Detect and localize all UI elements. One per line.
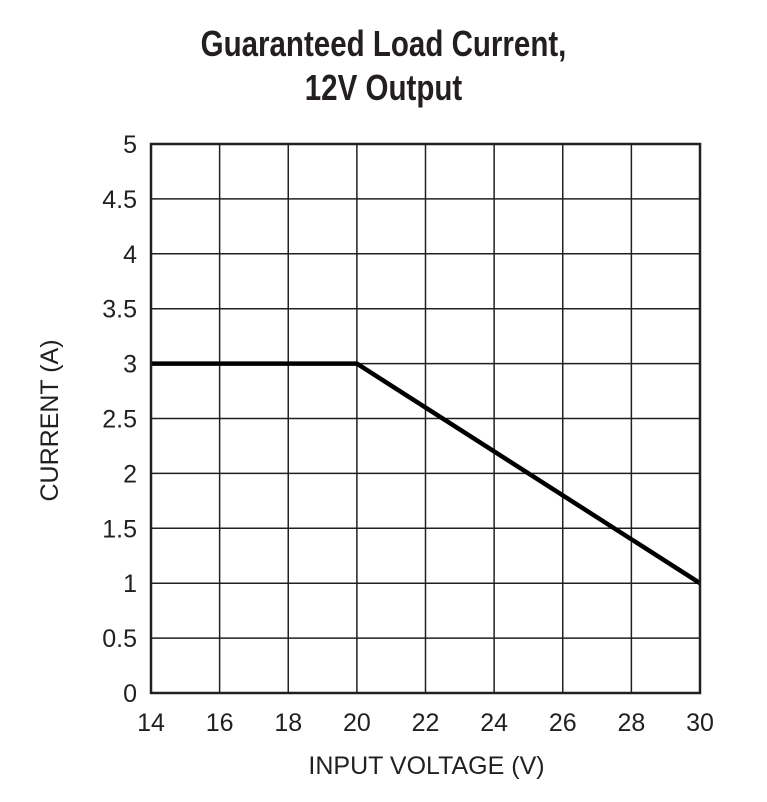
y-tick-labels: 0 0.5 1 1.5 2 2.5 3 3.5 4 4.5 5	[102, 131, 137, 708]
y-tick-label-4: 2	[123, 460, 137, 488]
chart-title: Guaranteed Load Current, 12V Output	[69, 22, 698, 110]
y-tick-label-0: 0	[123, 680, 137, 708]
x-axis-label: INPUT VOLTAGE (V)	[308, 752, 544, 780]
x-tick-label-6: 26	[549, 709, 577, 737]
x-tick-label-1: 16	[206, 709, 234, 737]
y-axis-label: CURRENT (A)	[36, 339, 64, 501]
chart-title-line-2: 12V Output	[304, 67, 463, 108]
y-tick-label-9: 4.5	[102, 186, 137, 214]
y-tick-label-1: 0.5	[102, 625, 137, 653]
grid-lines	[150, 143, 701, 694]
y-tick-label-10: 5	[123, 131, 137, 159]
y-tick-label-8: 4	[123, 241, 137, 269]
x-tick-label-3: 20	[343, 709, 371, 737]
x-tick-label-4: 22	[412, 709, 440, 737]
x-tick-label-2: 18	[274, 709, 302, 737]
y-tick-label-3: 1.5	[102, 515, 137, 543]
plot-frame	[149, 142, 702, 695]
x-tick-label-8: 30	[686, 709, 714, 737]
series-group	[151, 361, 702, 586]
y-tick-label-2: 1	[123, 570, 137, 598]
y-tick-label-5: 2.5	[102, 406, 137, 434]
y-tick-label-6: 3	[123, 351, 137, 379]
series-line-0	[151, 361, 702, 586]
x-tick-label-5: 24	[480, 709, 508, 737]
x-tick-labels: 14 16 18 20 22 24 26 28 30	[137, 709, 714, 737]
y-tick-label-7: 3.5	[102, 296, 137, 324]
x-tick-label-0: 14	[137, 709, 165, 737]
chart-title-line-1: Guaranteed Load Current,	[200, 23, 567, 64]
x-tick-label-7: 28	[617, 709, 645, 737]
